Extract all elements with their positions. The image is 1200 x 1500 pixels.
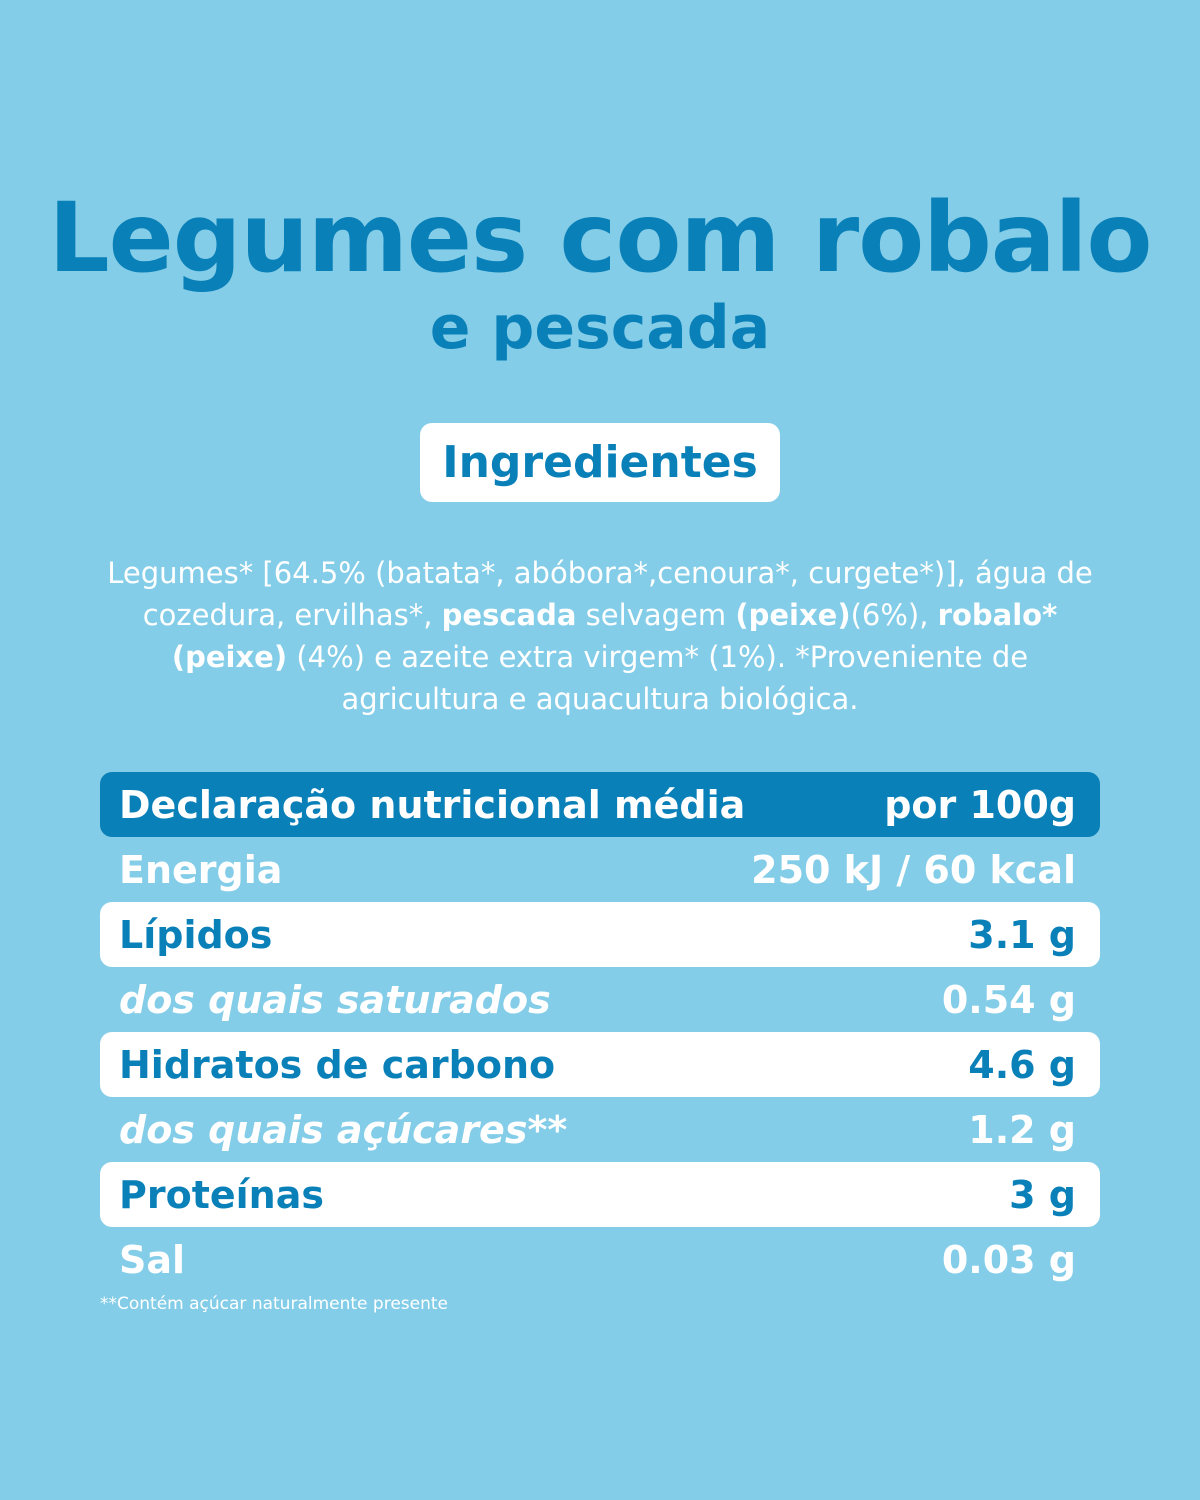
nutrition-table: Declaração nutricional média por 100g En… bbox=[100, 772, 1100, 1292]
nutrition-row-proteinas: Proteínas 3 g bbox=[100, 1162, 1100, 1227]
ingredients-heading: Ingredientes bbox=[420, 423, 780, 502]
ingredients-part: selvagem bbox=[576, 598, 736, 632]
nutrition-header-row: Declaração nutricional média por 100g bbox=[100, 772, 1100, 837]
nutrition-value: 3.1 g bbox=[968, 912, 1076, 957]
nutrition-row-acucares: dos quais açúcares** 1.2 g bbox=[100, 1097, 1100, 1162]
ingredients-heading-label: Ingredientes bbox=[442, 437, 758, 488]
nutrition-value: 1.2 g bbox=[968, 1107, 1076, 1152]
ingredients-part: Legumes* [64.5% (batata*, abóbora*,cenou… bbox=[107, 556, 1093, 632]
nutrition-header-label: Declaração nutricional média bbox=[119, 782, 746, 827]
nutrition-label: dos quais saturados bbox=[119, 977, 551, 1022]
product-title: Legumes com robalo bbox=[48, 182, 1152, 294]
ingredients-text: Legumes* [64.5% (batata*, abóbora*,cenou… bbox=[100, 552, 1100, 720]
nutrition-label: Sal bbox=[119, 1237, 186, 1282]
nutrition-row-lipidos: Lípidos 3.1 g bbox=[100, 902, 1100, 967]
nutrition-row-sal: Sal 0.03 g bbox=[100, 1227, 1100, 1292]
footnote: **Contém açúcar naturalmente presente bbox=[100, 1294, 448, 1314]
nutrition-label: Energia bbox=[119, 847, 283, 892]
nutrition-label: Proteínas bbox=[119, 1172, 324, 1217]
nutrition-row-energia: Energia 250 kJ / 60 kcal bbox=[100, 837, 1100, 902]
nutrition-value: 250 kJ / 60 kcal bbox=[751, 847, 1076, 892]
ingredients-part: (6%), bbox=[850, 598, 938, 632]
product-subtitle: e pescada bbox=[429, 293, 771, 363]
nutrition-value: 3 g bbox=[1009, 1172, 1076, 1217]
nutrition-row-hidratos: Hidratos de carbono 4.6 g bbox=[100, 1032, 1100, 1097]
nutrition-label: Hidratos de carbono bbox=[119, 1042, 556, 1087]
nutrition-value: 0.03 g bbox=[941, 1237, 1076, 1282]
ingredients-bold: robalo* (peixe) bbox=[171, 598, 1058, 674]
nutrition-value: 4.6 g bbox=[968, 1042, 1076, 1087]
ingredients-bold: (peixe) bbox=[735, 598, 851, 632]
nutrition-header-value: por 100g bbox=[884, 782, 1076, 827]
nutrition-label: Lípidos bbox=[119, 912, 273, 957]
nutrition-value: 0.54 g bbox=[941, 977, 1076, 1022]
nutrition-label: dos quais açúcares** bbox=[119, 1107, 568, 1152]
ingredients-part: (4%) e azeite extra virgem* (1%). *Prove… bbox=[287, 640, 1029, 716]
ingredients-bold: pescada bbox=[441, 598, 577, 632]
nutrition-row-saturados: dos quais saturados 0.54 g bbox=[100, 967, 1100, 1032]
